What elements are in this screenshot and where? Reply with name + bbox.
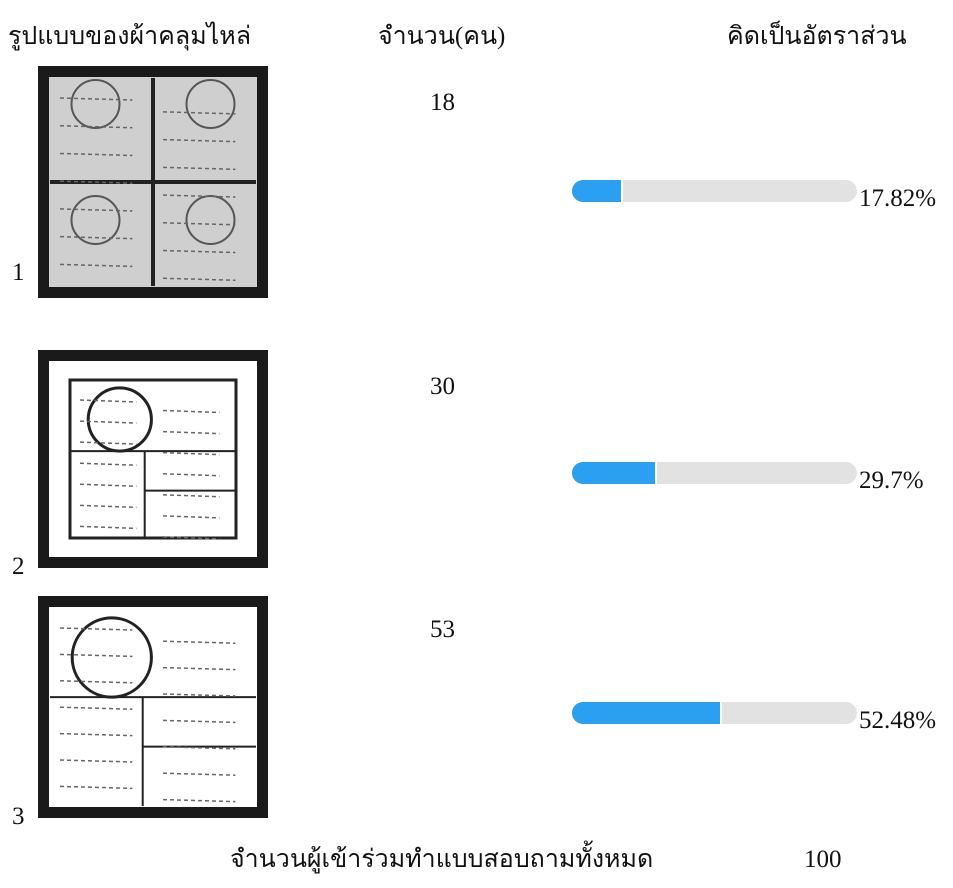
sketch-stroke: [162, 222, 236, 226]
sketch-stroke: [79, 399, 137, 403]
sketch-stroke: [162, 640, 236, 644]
sketch-stroke: [70, 79, 121, 129]
bar-fill: [572, 462, 657, 484]
bar-fill: [572, 702, 722, 724]
sketch-stroke: [79, 525, 137, 530]
sketch-stroke: [162, 494, 220, 498]
sketch-stroke: [59, 706, 133, 710]
sketch-stroke: [162, 194, 236, 198]
sketch-stroke: [162, 772, 236, 776]
bar-track: [572, 462, 857, 484]
sketch-stroke: [59, 208, 133, 212]
row-label: 1: [12, 259, 25, 286]
sketch-stroke: [162, 536, 220, 540]
sketch-stroke: [185, 195, 236, 245]
sketch-stroke: [68, 378, 238, 540]
sketch-stroke: [162, 719, 236, 724]
count: 18: [430, 89, 455, 116]
sketch-stroke: [79, 504, 137, 509]
row-label: 2: [12, 553, 25, 580]
sketch-stroke: [162, 451, 220, 456]
sketch-stroke: [162, 409, 220, 414]
sketch-stroke: [59, 235, 133, 240]
column-header: คิดเป็นอัตราส่วน: [727, 23, 907, 50]
row-image: [38, 350, 268, 568]
sketch-stroke: [59, 152, 133, 157]
sketch-stroke: [162, 111, 236, 115]
sketch-stroke: [59, 124, 133, 129]
row-image: [38, 596, 268, 818]
count: 30: [430, 373, 455, 400]
sketch-stroke: [162, 666, 236, 671]
sketch-stroke: [79, 483, 137, 488]
column-header: รูปแบบของผ้าคลุมไหล่: [8, 23, 252, 50]
footer-label: จำนวนผู้เข้าร่วมทำแบบสอบถามทั้งหมด: [230, 846, 654, 873]
percent-label: 52.48%: [859, 707, 937, 734]
count: 53: [430, 616, 455, 643]
percent-label: 29.7%: [859, 467, 924, 494]
bar-track: [572, 180, 857, 202]
sketch-stroke: [162, 430, 220, 435]
sketch-stroke: [79, 441, 137, 445]
sketch-stroke: [162, 693, 236, 697]
sketch-stroke: [162, 138, 236, 143]
footer-total: 100: [804, 846, 842, 873]
sketch-stroke: [59, 627, 133, 631]
percent-label: 17.82%: [859, 185, 937, 212]
sketch-stroke: [162, 798, 236, 803]
sketch-stroke: [79, 462, 137, 466]
column-header: จำนวน(คน): [378, 23, 506, 50]
sketch-stroke: [59, 97, 133, 101]
row-label: 3: [12, 803, 25, 830]
sketch-stroke: [162, 746, 236, 750]
sketch-stroke: [79, 420, 137, 424]
sketch-stroke: [70, 195, 121, 245]
sketch-stroke: [59, 680, 133, 684]
sketch-stroke: [59, 180, 133, 184]
sketch-stroke: [59, 759, 133, 763]
sketch-stroke: [162, 166, 236, 171]
sketch-stroke: [162, 277, 236, 282]
sketch-stroke: [185, 79, 236, 129]
sketch-stroke: [162, 249, 236, 254]
sketch-stroke: [162, 515, 220, 519]
row-image: [38, 66, 268, 298]
sketch-stroke: [59, 263, 133, 268]
sketch-stroke: [59, 732, 133, 737]
sketch-stroke: [59, 653, 133, 658]
bar-track: [572, 702, 857, 724]
bar-fill: [572, 180, 623, 202]
sketch-stroke: [162, 472, 220, 477]
sketch-stroke: [59, 785, 133, 790]
